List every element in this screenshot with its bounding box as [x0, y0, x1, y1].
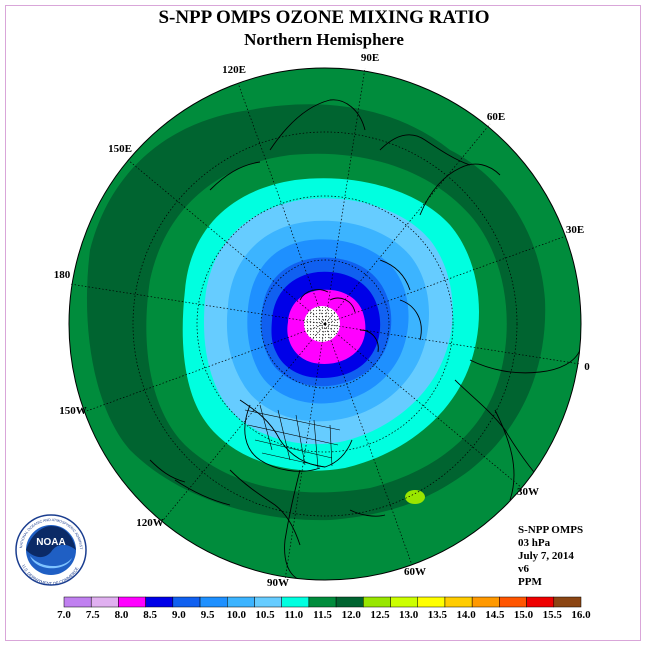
info-version: v6 [518, 563, 529, 575]
lon-label-30w: 30W [517, 486, 539, 498]
info-instrument: S-NPP OMPS [518, 524, 584, 536]
info-date: July 7, 2014 [518, 550, 574, 562]
noaa-logo-arc-top: NATIONAL OCEANIC AND ATMOSPHERIC ADMINIS… [0, 0, 83, 550]
lon-label-90w: 90W [267, 577, 289, 589]
anomaly-12-5 [405, 490, 425, 504]
noaa-logo-text: NOAA [36, 537, 65, 548]
longitude-labels: 90E 60E 30E 0 30W 60W 90W 120W 150W 180 … [54, 52, 591, 589]
lon-label-150e: 150E [108, 143, 132, 155]
graticule [69, 67, 581, 581]
info-units: PPM [518, 576, 542, 588]
svg-text:NATIONAL OCEANIC AND ATMOSPHER: NATIONAL OCEANIC AND ATMOSPHERIC ADMINIS… [0, 0, 83, 550]
lon-label-60w: 60W [404, 566, 426, 578]
map-subtitle: Northern Hemisphere [244, 30, 404, 49]
lon-label-120w: 120W [136, 517, 164, 529]
lon-label-0: 0 [584, 361, 590, 373]
info-block: S-NPP OMPS 03 hPa July 7, 2014 v6 PPM [518, 524, 583, 589]
info-level: 03 hPa [518, 537, 551, 549]
lon-label-120e: 120E [222, 64, 246, 76]
us-states [244, 404, 341, 469]
figure-frame [5, 5, 641, 641]
map-title: S-NPP OMPS OZONE MIXING RATIO [158, 7, 490, 28]
polar-no-data [304, 306, 340, 342]
lon-label-180: 180 [54, 269, 71, 281]
lon-label-30e: 30E [566, 224, 584, 236]
coastlines [149, 99, 581, 580]
lon-label-60e: 60E [487, 111, 505, 123]
lon-label-150w: 150W [59, 405, 87, 417]
lon-label-90e: 90E [361, 52, 379, 64]
map-border [68, 67, 582, 581]
